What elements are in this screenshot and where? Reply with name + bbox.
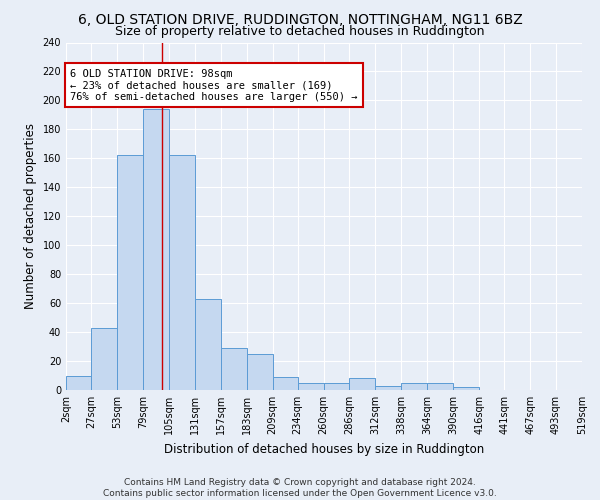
Text: Size of property relative to detached houses in Ruddington: Size of property relative to detached ho… [115, 25, 485, 38]
X-axis label: Distribution of detached houses by size in Ruddington: Distribution of detached houses by size … [164, 442, 484, 456]
Bar [453, 387, 479, 390]
Bar [376, 386, 401, 390]
Bar [323, 383, 349, 390]
Bar [247, 354, 272, 390]
Bar [401, 383, 427, 390]
Bar [427, 383, 453, 390]
Bar [117, 156, 143, 390]
Bar [349, 378, 376, 390]
Bar [143, 109, 169, 390]
Text: 6, OLD STATION DRIVE, RUDDINGTON, NOTTINGHAM, NG11 6BZ: 6, OLD STATION DRIVE, RUDDINGTON, NOTTIN… [77, 12, 523, 26]
Bar [66, 376, 91, 390]
Bar [221, 348, 247, 390]
Text: Contains HM Land Registry data © Crown copyright and database right 2024.
Contai: Contains HM Land Registry data © Crown c… [103, 478, 497, 498]
Bar [298, 383, 323, 390]
Y-axis label: Number of detached properties: Number of detached properties [24, 123, 37, 309]
Bar [91, 328, 117, 390]
Text: 6 OLD STATION DRIVE: 98sqm
← 23% of detached houses are smaller (169)
76% of sem: 6 OLD STATION DRIVE: 98sqm ← 23% of deta… [70, 68, 358, 102]
Bar [169, 156, 195, 390]
Bar [195, 299, 221, 390]
Bar [272, 377, 298, 390]
